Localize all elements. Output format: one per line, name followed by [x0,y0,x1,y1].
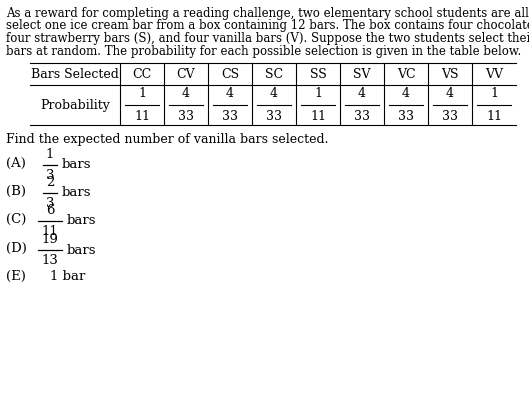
Text: 3: 3 [45,169,54,182]
Text: 11: 11 [42,225,58,238]
Text: 4: 4 [358,87,366,100]
Text: 6: 6 [45,204,54,217]
Text: 11: 11 [310,110,326,123]
Text: CS: CS [221,68,239,81]
Text: SC: SC [265,68,283,81]
Text: (B): (B) [6,184,26,198]
Text: Find the expected number of vanilla bars selected.: Find the expected number of vanilla bars… [6,133,329,146]
Text: (A): (A) [6,156,26,169]
Text: SV: SV [353,68,371,81]
Text: (C): (C) [6,213,26,226]
Text: CV: CV [177,68,195,81]
Text: 11: 11 [486,110,502,123]
Text: 1: 1 [46,148,54,161]
Text: (E): (E) [6,270,26,283]
Text: As a reward for completing a reading challenge, two elementary school students a: As a reward for completing a reading cha… [6,7,529,20]
Text: 33: 33 [354,110,370,123]
Text: 33: 33 [442,110,458,123]
Text: 1: 1 [138,87,146,100]
Text: CC: CC [132,68,152,81]
Text: select one ice cream bar from a box containing 12 bars. The box contains four ch: select one ice cream bar from a box cont… [6,20,529,33]
Text: 4: 4 [446,87,454,100]
Text: 4: 4 [270,87,278,100]
Text: VV: VV [485,68,503,81]
Text: VC: VC [397,68,415,81]
Text: 1: 1 [490,87,498,100]
Text: 33: 33 [398,110,414,123]
Text: bars: bars [62,158,92,171]
Text: 33: 33 [178,110,194,123]
Text: bars: bars [62,187,92,200]
Text: (D): (D) [6,242,27,255]
Text: bars at random. The probability for each possible selection is given in the tabl: bars at random. The probability for each… [6,44,521,57]
Text: bars: bars [67,215,96,228]
Text: Probability: Probability [40,99,110,112]
Text: four strawberry bars (S), and four vanilla bars (V). Suppose the two students se: four strawberry bars (S), and four vanil… [6,32,529,45]
Text: 4: 4 [182,87,190,100]
Text: 4: 4 [402,87,410,100]
Text: 3: 3 [45,197,54,210]
Text: SS: SS [309,68,326,81]
Text: 11: 11 [134,110,150,123]
Text: 33: 33 [222,110,238,123]
Text: 33: 33 [266,110,282,123]
Text: 19: 19 [42,233,58,246]
Text: VS: VS [441,68,459,81]
Text: 13: 13 [42,254,58,267]
Text: 2: 2 [46,176,54,189]
Text: 1: 1 [314,87,322,100]
Text: bars: bars [67,244,96,257]
Text: Bars Selected: Bars Selected [31,68,119,81]
Text: 1 bar: 1 bar [50,270,85,283]
Text: 4: 4 [226,87,234,100]
